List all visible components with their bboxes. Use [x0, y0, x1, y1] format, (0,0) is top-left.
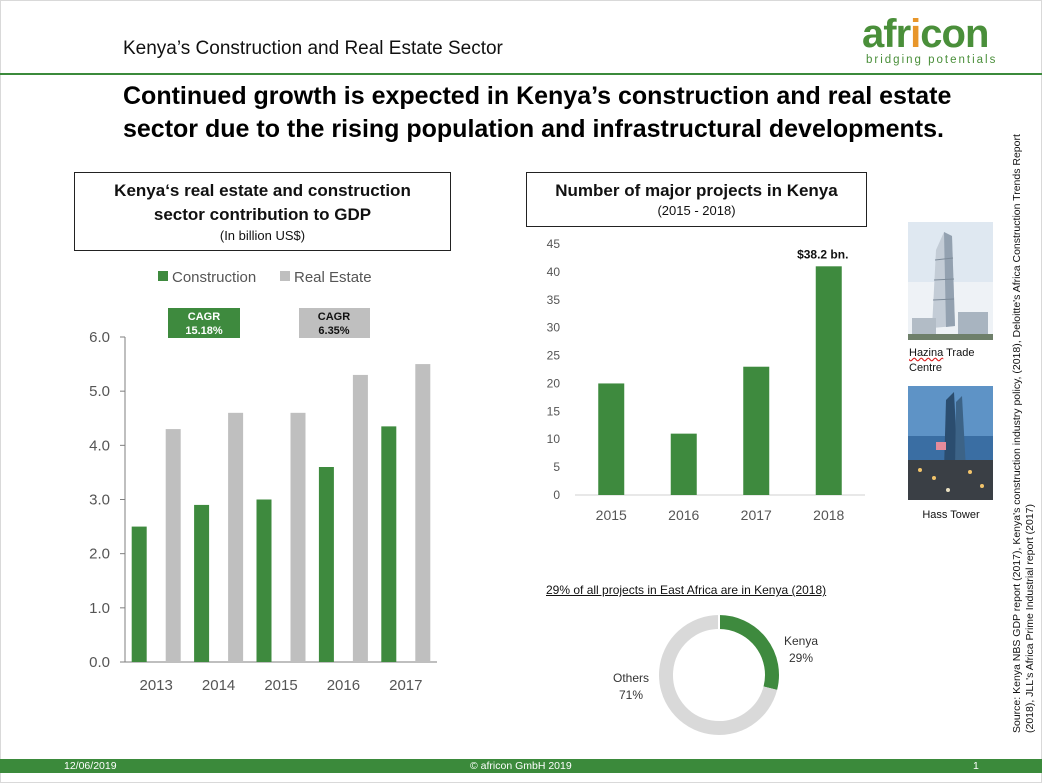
cagr-real-estate-label: CAGR — [318, 311, 350, 323]
source-note: Source: Kenya NBS GDP report (2017), Ken… — [1011, 134, 1036, 733]
gdp-y-tick-label: 2.0 — [89, 546, 110, 563]
headline-line-2: sector due to the rising population and … — [123, 115, 944, 143]
logo-tagline: bridging potentials — [866, 54, 998, 66]
projects-y-tick-label: 10 — [547, 432, 561, 446]
hazina-caption-line-2: Centre — [909, 362, 943, 374]
gdp-x-tick-label: 2017 — [389, 677, 422, 694]
cagr-construction-label: CAGR — [188, 311, 220, 323]
header-divider — [0, 73, 1042, 75]
projects-bar-2016 — [670, 433, 697, 495]
projects-x-tick-label: 2017 — [741, 507, 772, 523]
footer-copyright: © africon GmbH 2019 — [470, 760, 572, 772]
projects-y-tick-label: 35 — [547, 293, 561, 307]
projects-bar-chart: 0 5 10 15 20 25 30 35 40 45 2015 2016 2017 2018 $38.2 … — [547, 237, 865, 523]
gdp-chart-title-box: Kenya‘s real estate and construction sec… — [74, 172, 451, 251]
headline: Continued growth is expected in Kenya’s … — [123, 80, 993, 146]
projects-y-tick-label: 30 — [547, 321, 561, 335]
projects-y-tick-label: 5 — [553, 460, 560, 474]
real-estate-bar-2014 — [228, 412, 244, 662]
gdp-bar-chart: 0.0 1.0 2.0 3.0 4.0 5.0 6.0 2013 2014 2015 2016 201… — [89, 269, 437, 694]
projects-y-tick-label: 20 — [547, 376, 561, 390]
donut-label-others: Others — [613, 671, 649, 685]
donut-value-kenya: 29% — [789, 651, 813, 665]
projects-y-tick-label: 25 — [547, 349, 561, 363]
gdp-x-tick-label: 2013 — [140, 677, 173, 694]
projects-bar-2018 — [815, 266, 842, 495]
gdp-y-tick-label: 5.0 — [89, 383, 110, 400]
logo-text-end: con — [920, 12, 989, 56]
legend-swatch — [158, 271, 168, 281]
cagr-construction-bg — [168, 308, 240, 338]
headline-line-1: Continued growth is expected in Kenya’s … — [123, 82, 952, 110]
gdp-x-tick-label: 2015 — [264, 677, 297, 694]
logo-text-accent: i — [910, 12, 921, 56]
construction-bar-2015 — [256, 499, 272, 662]
legend-swatch — [280, 271, 290, 281]
legend-label: Real Estate — [294, 269, 372, 286]
projects-y-tick-label: 15 — [547, 404, 561, 418]
projects-bar-2015 — [598, 383, 625, 495]
projects-subtitle: (2015 - 2018) — [657, 203, 736, 218]
hass-caption: Hass Tower — [922, 509, 980, 521]
logo-text-main: afr — [862, 12, 911, 56]
projects-annotation: $38.2 bn. — [797, 247, 848, 261]
cagr-construction-value: 15.18% — [185, 325, 223, 337]
cagr-construction-badge: CAGR 15.18% — [168, 308, 240, 338]
cagr-real-estate-value: 6.35% — [318, 325, 349, 337]
gdp-y-tick-label: 6.0 — [89, 329, 110, 346]
projects-chart-title-box: Number of major projects in Kenya (2015 … — [526, 172, 867, 227]
gdp-legend: Construction Real Estate — [158, 269, 372, 286]
hazina-caption-trade: Trade — [943, 347, 975, 359]
projects-y-tick-label: 45 — [547, 237, 561, 251]
donut-title: 29% of all projects in East Africa are i… — [546, 583, 827, 597]
donut-slice-others — [659, 615, 778, 735]
gdp-subtitle: (In billion US$) — [219, 228, 306, 243]
construction-bar-2014 — [194, 504, 210, 662]
real-estate-bar-2016 — [352, 374, 368, 662]
cagr-real-estate-bg — [299, 308, 370, 338]
projects-title: Number of major projects in Kenya — [555, 181, 838, 200]
footer-bar — [0, 759, 1042, 773]
footer-date: 12/06/2019 — [64, 760, 117, 772]
projects-x-tick-label: 2018 — [813, 507, 844, 523]
projects-y-tick-label: 0 — [553, 488, 560, 502]
gdp-x-tick-label: 2016 — [327, 677, 360, 694]
construction-bar-2013 — [131, 526, 147, 662]
projects-x-tick-label: 2015 — [596, 507, 627, 523]
cagr-real-estate-badge: CAGR 6.35% — [299, 308, 370, 338]
projects-donut-chart: Kenya 29% Others 71% — [613, 615, 818, 735]
footer-page-number: 1 — [973, 760, 979, 772]
construction-bar-2017 — [381, 426, 397, 662]
donut-value-others: 71% — [619, 688, 643, 702]
legend-label: Construction — [172, 269, 256, 286]
donut-slice-kenya — [718, 615, 779, 690]
projects-y-tick-label: 40 — [547, 265, 561, 279]
gdp-x-tick-label: 2014 — [202, 677, 235, 694]
hazina-caption-word: Hazina — [909, 347, 944, 359]
projects-x-tick-label: 2016 — [668, 507, 699, 523]
gdp-y-tick-label: 0.0 — [89, 654, 110, 671]
gdp-y-tick-label: 1.0 — [89, 600, 110, 617]
gdp-title-line-2: sector contribution to GDP — [153, 205, 372, 224]
gdp-y-tick-label: 4.0 — [89, 437, 110, 454]
hazina-tower-image — [908, 222, 993, 340]
real-estate-bar-2017 — [415, 364, 431, 662]
gdp-y-tick-label: 3.0 — [89, 492, 110, 509]
construction-bar-2016 — [318, 467, 334, 662]
hass-tower-image — [908, 386, 993, 500]
real-estate-bar-2015 — [290, 412, 306, 662]
africon-logo: africon — [862, 12, 989, 56]
real-estate-bar-2013 — [165, 429, 181, 662]
page-title: Kenya’s Construction and Real Estate Sec… — [123, 38, 503, 59]
donut-label-kenya: Kenya — [784, 634, 818, 648]
projects-bar-2017 — [743, 366, 770, 495]
hazina-caption: Hazina Trade Centre — [909, 346, 999, 376]
gdp-title-line-1: Kenya‘s real estate and construction — [114, 181, 411, 200]
